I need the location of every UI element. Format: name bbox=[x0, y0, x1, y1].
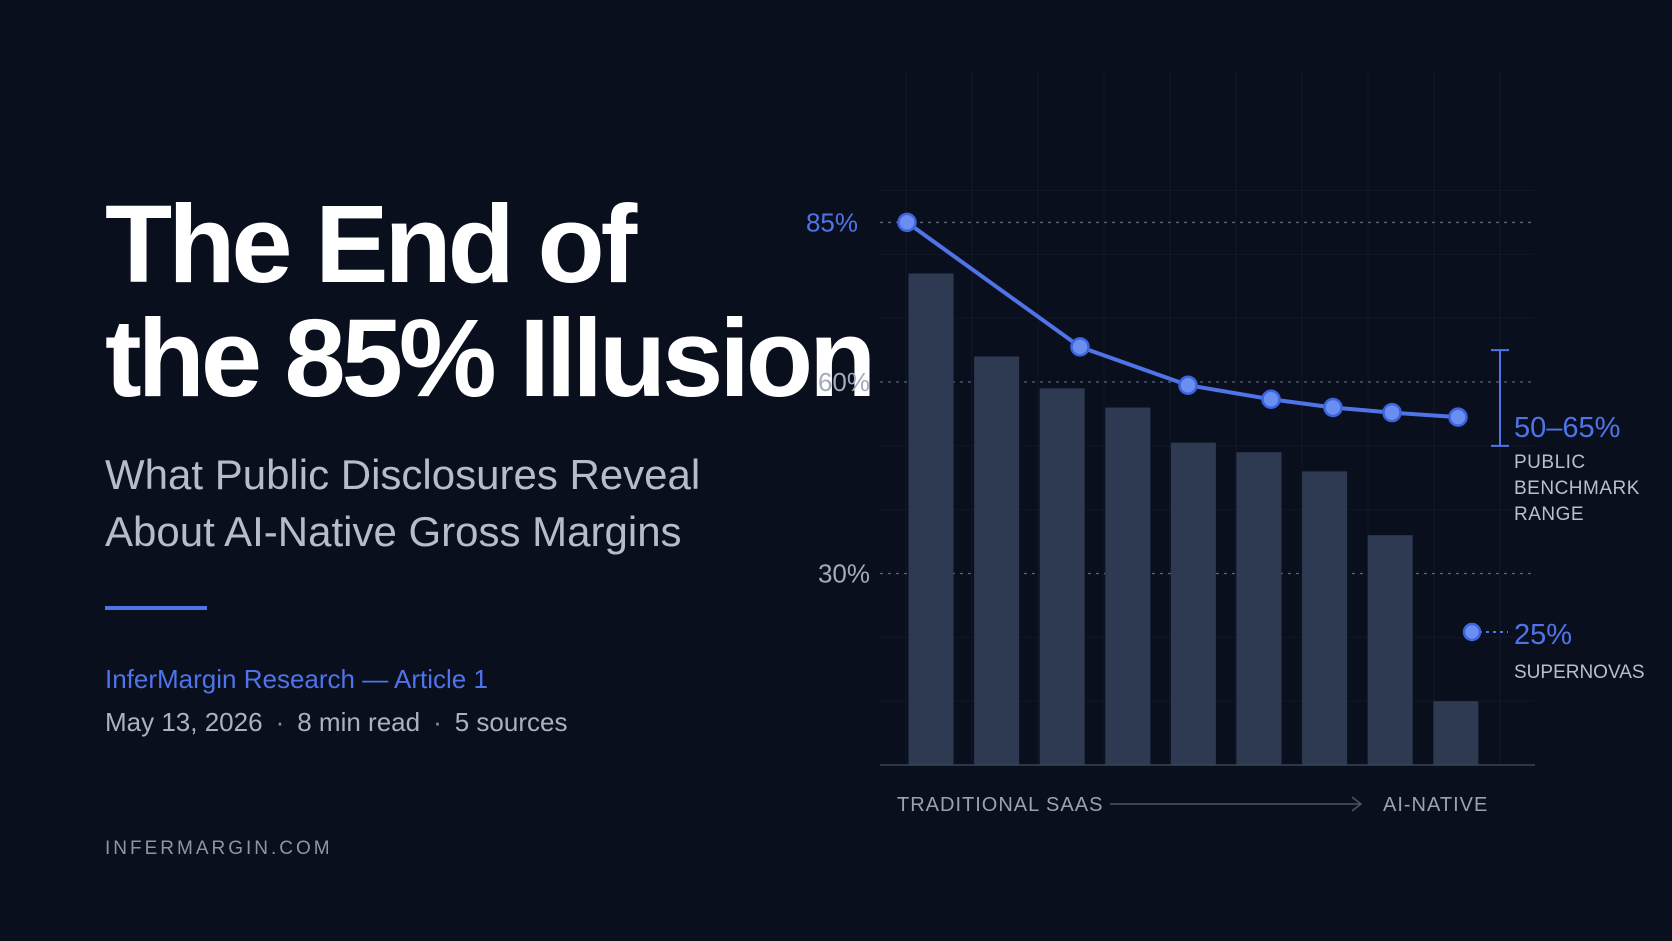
subtitle-line-2: About AI-Native Gross Margins bbox=[105, 508, 682, 555]
y-tick-label: 30% bbox=[818, 559, 870, 589]
article-header: The End of the 85% Illusion What Public … bbox=[105, 0, 876, 941]
bar bbox=[1039, 388, 1085, 765]
bar bbox=[1105, 407, 1151, 765]
site-url: INFERMARGIN.COM bbox=[105, 838, 333, 859]
bar bbox=[1433, 701, 1479, 765]
title-line-1: The End of bbox=[105, 183, 637, 306]
x-axis-left-label: TRADITIONAL SAAS bbox=[897, 794, 1103, 816]
range-caption: PUBLIC bbox=[1514, 452, 1586, 473]
line-point bbox=[897, 212, 917, 233]
bar bbox=[1302, 471, 1348, 765]
byline: InferMargin Research — Article 1 bbox=[105, 664, 488, 694]
article-meta: May 13, 2026 · 8 min read · 5 sources bbox=[105, 707, 567, 738]
range-caption: BENCHMARK bbox=[1514, 478, 1640, 499]
y-tick-label: 85% bbox=[806, 207, 858, 237]
line-point bbox=[1448, 407, 1468, 427]
range-value-label: 50–65% bbox=[1514, 412, 1620, 444]
title-line-2: the 85% Illusion bbox=[105, 297, 876, 420]
bar bbox=[1170, 442, 1216, 765]
y-tick-label: 60% bbox=[818, 367, 870, 397]
separator-dot: · bbox=[275, 707, 285, 737]
bar bbox=[1236, 452, 1282, 765]
separator-dot: · bbox=[433, 707, 442, 737]
page-subtitle: What Public Disclosures Reveal About AI-… bbox=[105, 446, 700, 560]
line-point bbox=[1178, 375, 1198, 395]
bar bbox=[1367, 535, 1413, 765]
x-axis-right-label: AI-NATIVE bbox=[1383, 794, 1488, 816]
point-value-label: 25% bbox=[1514, 619, 1572, 651]
publish-date: May 13, 2026 bbox=[105, 707, 263, 737]
read-time: 8 min read bbox=[297, 707, 421, 737]
accent-divider bbox=[105, 606, 207, 610]
bar bbox=[974, 356, 1020, 765]
range-caption: RANGE bbox=[1514, 504, 1584, 525]
line-point bbox=[1070, 337, 1090, 357]
line-point bbox=[1323, 397, 1343, 418]
x-axis-arrow-head bbox=[1351, 796, 1363, 812]
bar bbox=[908, 273, 954, 765]
point-caption: SUPERNOVAS bbox=[1514, 662, 1645, 683]
line-point bbox=[1382, 402, 1402, 423]
supernova-point bbox=[1462, 622, 1482, 642]
subtitle-line-1: What Public Disclosures Reveal bbox=[105, 451, 701, 498]
source-count: 5 sources bbox=[454, 707, 568, 737]
line-point bbox=[1261, 389, 1281, 409]
page-title: The End of the 85% Illusion bbox=[105, 183, 876, 420]
